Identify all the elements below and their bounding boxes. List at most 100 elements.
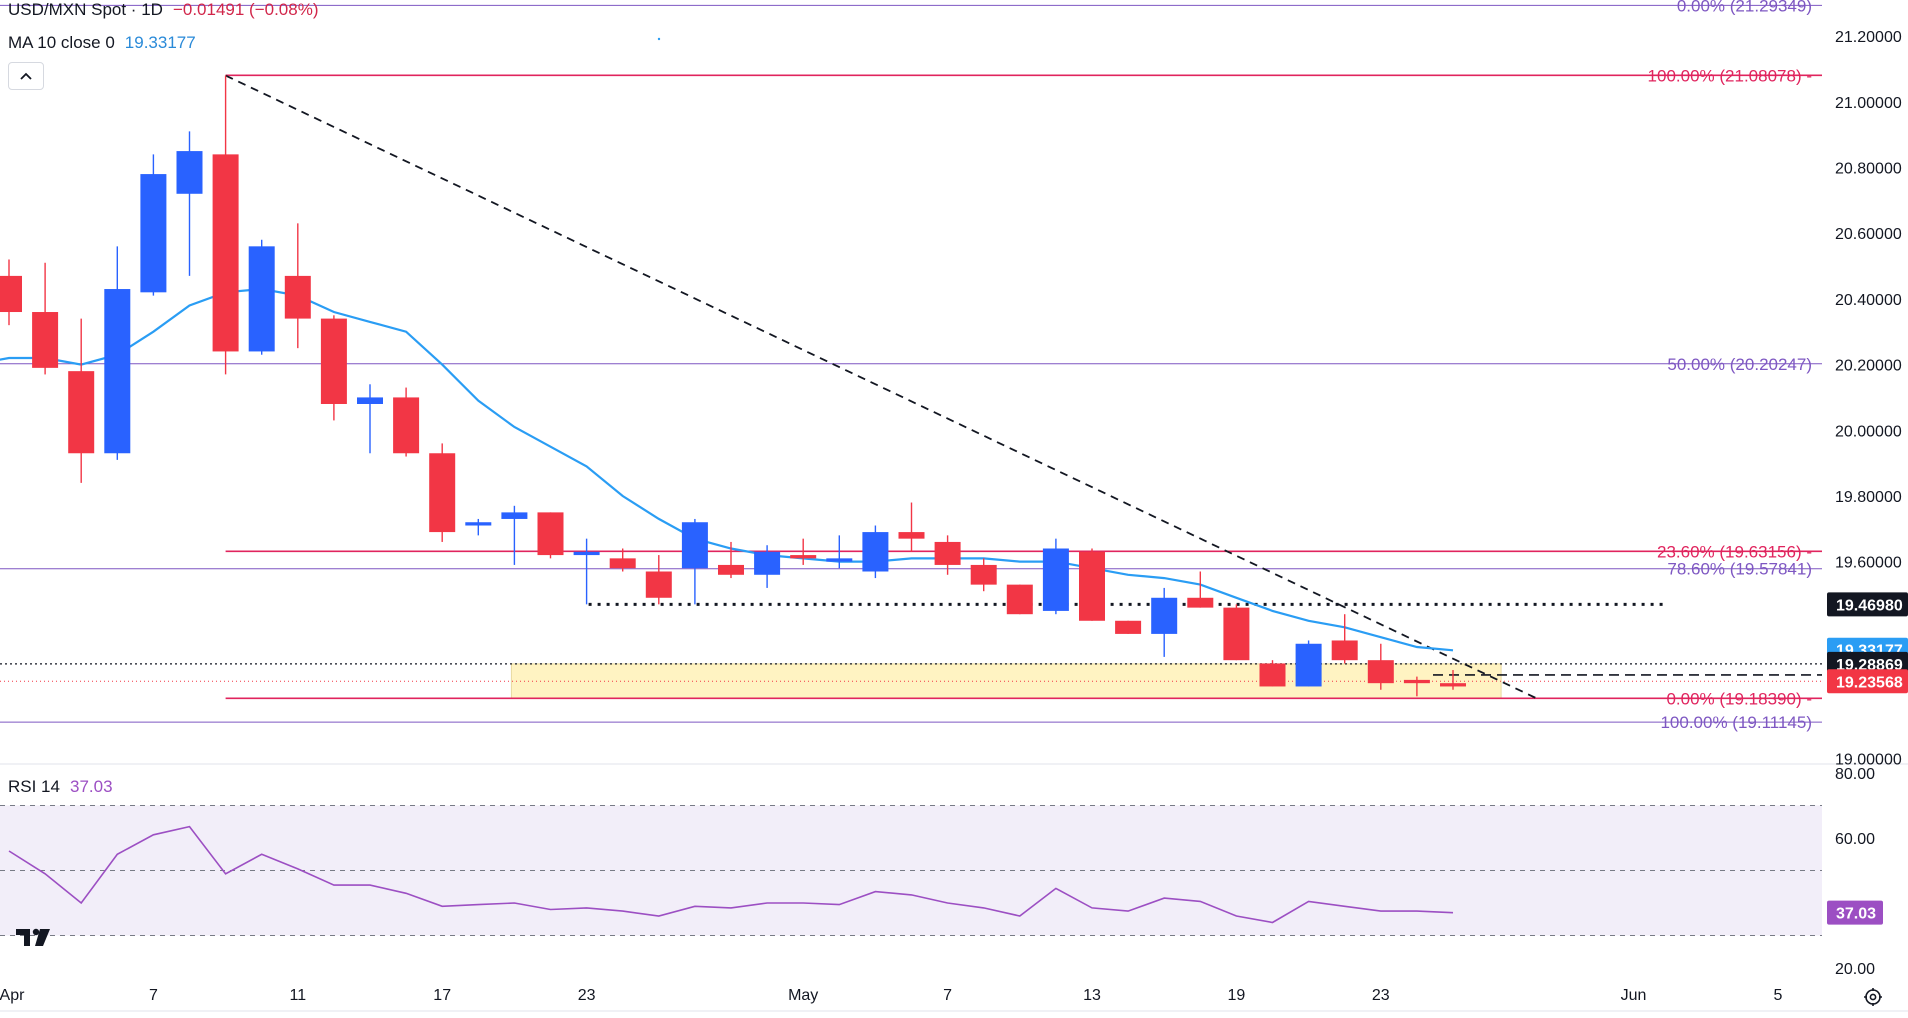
candle <box>104 246 131 460</box>
candle <box>320 315 347 421</box>
candle <box>609 548 636 572</box>
y-tick-label: 19.80000 <box>1835 489 1902 506</box>
candle-body <box>1259 663 1286 687</box>
candle <box>1151 587 1178 657</box>
fib-level-label: 78.60% (19.57841) <box>1667 560 1812 579</box>
candle <box>465 518 492 536</box>
candle-body <box>465 522 492 526</box>
chevron-up-icon <box>20 72 32 80</box>
candle-body <box>754 551 781 575</box>
candle <box>68 318 95 483</box>
x-tick-label: Jun <box>1621 987 1647 1004</box>
candle <box>826 535 853 569</box>
candle <box>537 512 564 559</box>
candle-body <box>140 174 167 293</box>
candle-body <box>934 541 961 565</box>
candle-body <box>1151 597 1178 634</box>
marker-dot <box>657 37 661 41</box>
rsi-label: RSI 14 <box>8 777 60 796</box>
rsi-tick-label: 20.00 <box>1835 961 1875 978</box>
rsi-badge: 37.03 <box>1827 900 1883 925</box>
x-tick-label: 23 <box>1372 987 1390 1004</box>
x-tick-label: Apr <box>0 987 25 1004</box>
rsi-tick-label: 60.00 <box>1835 831 1875 848</box>
candle <box>32 262 59 375</box>
candle <box>718 541 744 579</box>
candle <box>1331 614 1358 664</box>
candle <box>393 387 420 457</box>
candle <box>1403 676 1430 697</box>
rsi-tick-label: 80.00 <box>1835 766 1875 783</box>
candle <box>429 443 456 542</box>
candle <box>790 538 817 565</box>
y-tick-label: 19.60000 <box>1835 555 1902 572</box>
settings-button[interactable] <box>1858 982 1888 1012</box>
collapse-legend-button[interactable] <box>8 62 44 90</box>
rsi-legend[interactable]: RSI 14 37.03 <box>8 777 113 797</box>
price-badge: 19.46980 <box>1827 592 1908 617</box>
candle <box>284 223 311 349</box>
candle-body <box>898 532 925 539</box>
candle <box>1259 660 1286 687</box>
candle-body <box>32 312 59 368</box>
candle <box>1367 643 1394 690</box>
candle-body <box>1006 584 1033 615</box>
candle-body <box>501 512 528 519</box>
rsi-badge-bg <box>1827 900 1883 925</box>
ma-legend[interactable]: MA 10 close 0 19.33177 <box>8 33 196 53</box>
candle-body <box>212 154 239 352</box>
candle-body <box>176 151 203 194</box>
ma-value: 19.33177 <box>124 33 196 52</box>
fib-level-label: 0.00% (21.29349) <box>1677 0 1812 15</box>
fib-level-label: 100.00% (21.08078) - <box>1648 66 1812 85</box>
candle <box>1187 571 1214 608</box>
symbol-title[interactable]: USD/MXN Spot · 1D <box>8 0 163 19</box>
candle <box>1295 640 1322 687</box>
candle-body <box>1440 683 1466 687</box>
price-badge-label: 19.23568 <box>1836 674 1903 691</box>
symbol-header: USD/MXN Spot · 1D −0.01491 (−0.08%) <box>8 0 319 20</box>
candle-body <box>1187 597 1214 608</box>
candle <box>1042 538 1069 615</box>
fib-level-label: 23.60% (19.63156) - <box>1657 542 1812 561</box>
candle-body <box>104 289 131 454</box>
candle <box>970 558 997 592</box>
candle <box>1079 548 1105 621</box>
y-tick-label: 20.60000 <box>1835 226 1902 243</box>
x-tick-label: 11 <box>289 987 306 1004</box>
y-tick-label: 20.00000 <box>1835 423 1902 440</box>
candle <box>934 535 961 575</box>
rsi-value: 37.03 <box>69 777 113 796</box>
candle-body <box>320 318 347 404</box>
candle <box>645 555 672 605</box>
y-tick-label: 20.40000 <box>1835 292 1902 309</box>
candle-body <box>68 371 95 454</box>
candle-body <box>826 558 853 562</box>
candle <box>212 75 239 375</box>
x-tick-label: May <box>788 987 818 1004</box>
x-tick-label: 7 <box>943 987 952 1004</box>
x-tick-label: 19 <box>1228 987 1246 1004</box>
y-tick-label: 19.00000 <box>1835 752 1902 769</box>
y-tick-label: 21.00000 <box>1835 95 1902 112</box>
candle-body <box>248 246 275 352</box>
price-badge-label: 19.46980 <box>1836 597 1903 614</box>
candle-body <box>1115 620 1142 634</box>
candle-body <box>0 275 22 313</box>
y-tick-label: 20.80000 <box>1835 161 1902 178</box>
x-tick-label: 13 <box>1083 987 1101 1004</box>
y-tick-label: 20.20000 <box>1835 358 1902 375</box>
candle-body <box>1079 551 1105 621</box>
candle <box>501 505 528 565</box>
candle <box>176 131 203 276</box>
price-badge-bg <box>1827 669 1908 694</box>
candle-body <box>1403 679 1430 684</box>
candle <box>573 538 600 605</box>
candle-body <box>609 558 636 569</box>
x-tick-label: 17 <box>433 987 451 1004</box>
candle-body <box>1295 643 1322 687</box>
rsi-badge-label: 37.03 <box>1836 906 1876 923</box>
candle <box>357 384 383 454</box>
y-tick-label: 21.20000 <box>1835 29 1902 46</box>
